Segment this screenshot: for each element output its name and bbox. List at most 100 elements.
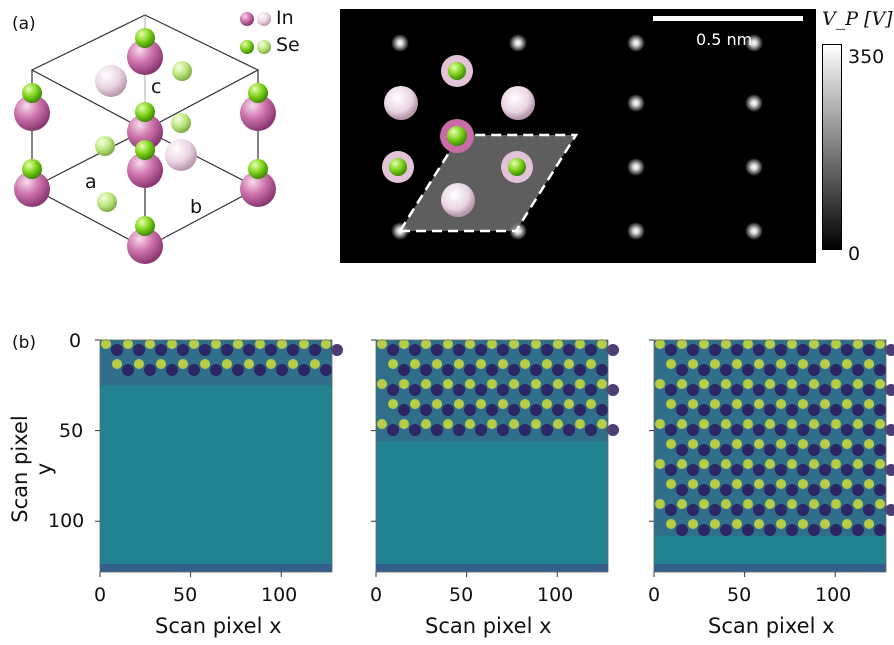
bright-spot — [531, 419, 541, 429]
dark-spot — [797, 504, 809, 516]
dark-spot — [387, 424, 399, 436]
bright-spot — [222, 359, 232, 369]
dark-spot — [720, 404, 732, 416]
bright-spot — [688, 359, 698, 369]
bright-spot — [288, 359, 298, 369]
bright-spot — [564, 399, 574, 409]
dark-spot — [585, 424, 597, 436]
bright-spot — [465, 419, 475, 429]
bright-spot — [732, 399, 742, 409]
dark-spot — [797, 344, 809, 356]
scan-map-3 — [649, 339, 894, 577]
bright-spot — [586, 399, 596, 409]
bright-spot — [754, 399, 764, 409]
legend-se-light-marker — [257, 40, 271, 54]
bright-spot — [410, 399, 420, 409]
dark-spot — [709, 424, 721, 436]
bright-spot — [688, 399, 698, 409]
scan-map-1 — [95, 339, 343, 577]
bright-spot — [842, 359, 852, 369]
bright-spot — [443, 339, 453, 349]
dark-spot — [852, 364, 864, 376]
dark-spot — [764, 524, 776, 536]
bright-spot — [655, 499, 665, 509]
dark-spot — [519, 344, 531, 356]
dark-spot — [276, 364, 288, 376]
bright-spot — [509, 379, 519, 389]
bright-spot — [820, 519, 830, 529]
dark-spot — [863, 344, 875, 356]
bright-spot — [520, 399, 530, 409]
bright-spot — [732, 519, 742, 529]
bright-spot — [743, 339, 753, 349]
dark-spot — [665, 424, 677, 436]
bright-spot — [443, 419, 453, 429]
bright-spot — [244, 359, 254, 369]
dark-spot — [786, 524, 798, 536]
bright-spot — [553, 339, 563, 349]
dark-spot — [665, 384, 677, 396]
dark-spot — [552, 404, 564, 416]
bright-spot — [754, 439, 764, 449]
bright-spot — [732, 439, 742, 449]
dark-spot — [863, 504, 875, 516]
bright-spot — [666, 519, 676, 529]
axis-b-label: b — [190, 196, 203, 218]
potential-peak — [745, 94, 763, 112]
bright-spot — [666, 359, 676, 369]
dark-spot — [698, 404, 710, 416]
bright-spot — [776, 439, 786, 449]
se-atom-back — [171, 113, 191, 133]
potential-peak — [745, 34, 763, 52]
bright-spot — [666, 439, 676, 449]
legend-in-light-marker — [257, 12, 271, 26]
bright-spot — [765, 459, 775, 469]
dark-spot — [830, 444, 842, 456]
potential-image — [340, 9, 816, 263]
bright-spot — [710, 359, 720, 369]
dark-spot — [720, 364, 732, 376]
dark-spot — [841, 384, 853, 396]
se-atom-overlay — [389, 158, 407, 176]
bright-spot — [820, 479, 830, 489]
bright-spot — [853, 379, 863, 389]
bright-spot — [743, 459, 753, 469]
bright-spot — [677, 339, 687, 349]
dark-spot — [709, 464, 721, 476]
bright-spot — [586, 359, 596, 369]
in-atom — [127, 114, 163, 150]
bright-spot — [310, 359, 320, 369]
colorbar — [822, 44, 842, 250]
bright-spot — [575, 379, 585, 389]
dark-spot — [475, 424, 487, 436]
dark-spot — [596, 364, 608, 376]
bright-spot — [864, 479, 874, 489]
x-tick-label: 0 — [648, 584, 661, 606]
bright-spot — [765, 379, 775, 389]
bright-spot — [699, 499, 709, 509]
axis-c-label: c — [151, 76, 162, 98]
se-atom — [135, 140, 155, 160]
dark-spot — [144, 364, 156, 376]
potential-peak — [745, 158, 763, 176]
bright-spot — [842, 439, 852, 449]
dark-spot — [709, 344, 721, 356]
dark-spot — [841, 424, 853, 436]
bright-spot — [233, 339, 243, 349]
bright-spot — [875, 419, 885, 429]
dark-spot — [753, 424, 765, 436]
legend-in-label: In — [276, 7, 294, 29]
dark-spot — [753, 344, 765, 356]
bright-spot — [454, 399, 464, 409]
in-atom — [127, 152, 163, 188]
dark-spot — [753, 464, 765, 476]
dark-spot — [808, 364, 820, 376]
bright-spot — [666, 399, 676, 409]
bright-spot — [531, 339, 541, 349]
bright-spot — [721, 459, 731, 469]
bright-spot — [809, 419, 819, 429]
bright-spot — [432, 359, 442, 369]
x-tick-label: 0 — [370, 584, 383, 606]
bright-spot — [299, 339, 309, 349]
dark-spot — [720, 444, 732, 456]
